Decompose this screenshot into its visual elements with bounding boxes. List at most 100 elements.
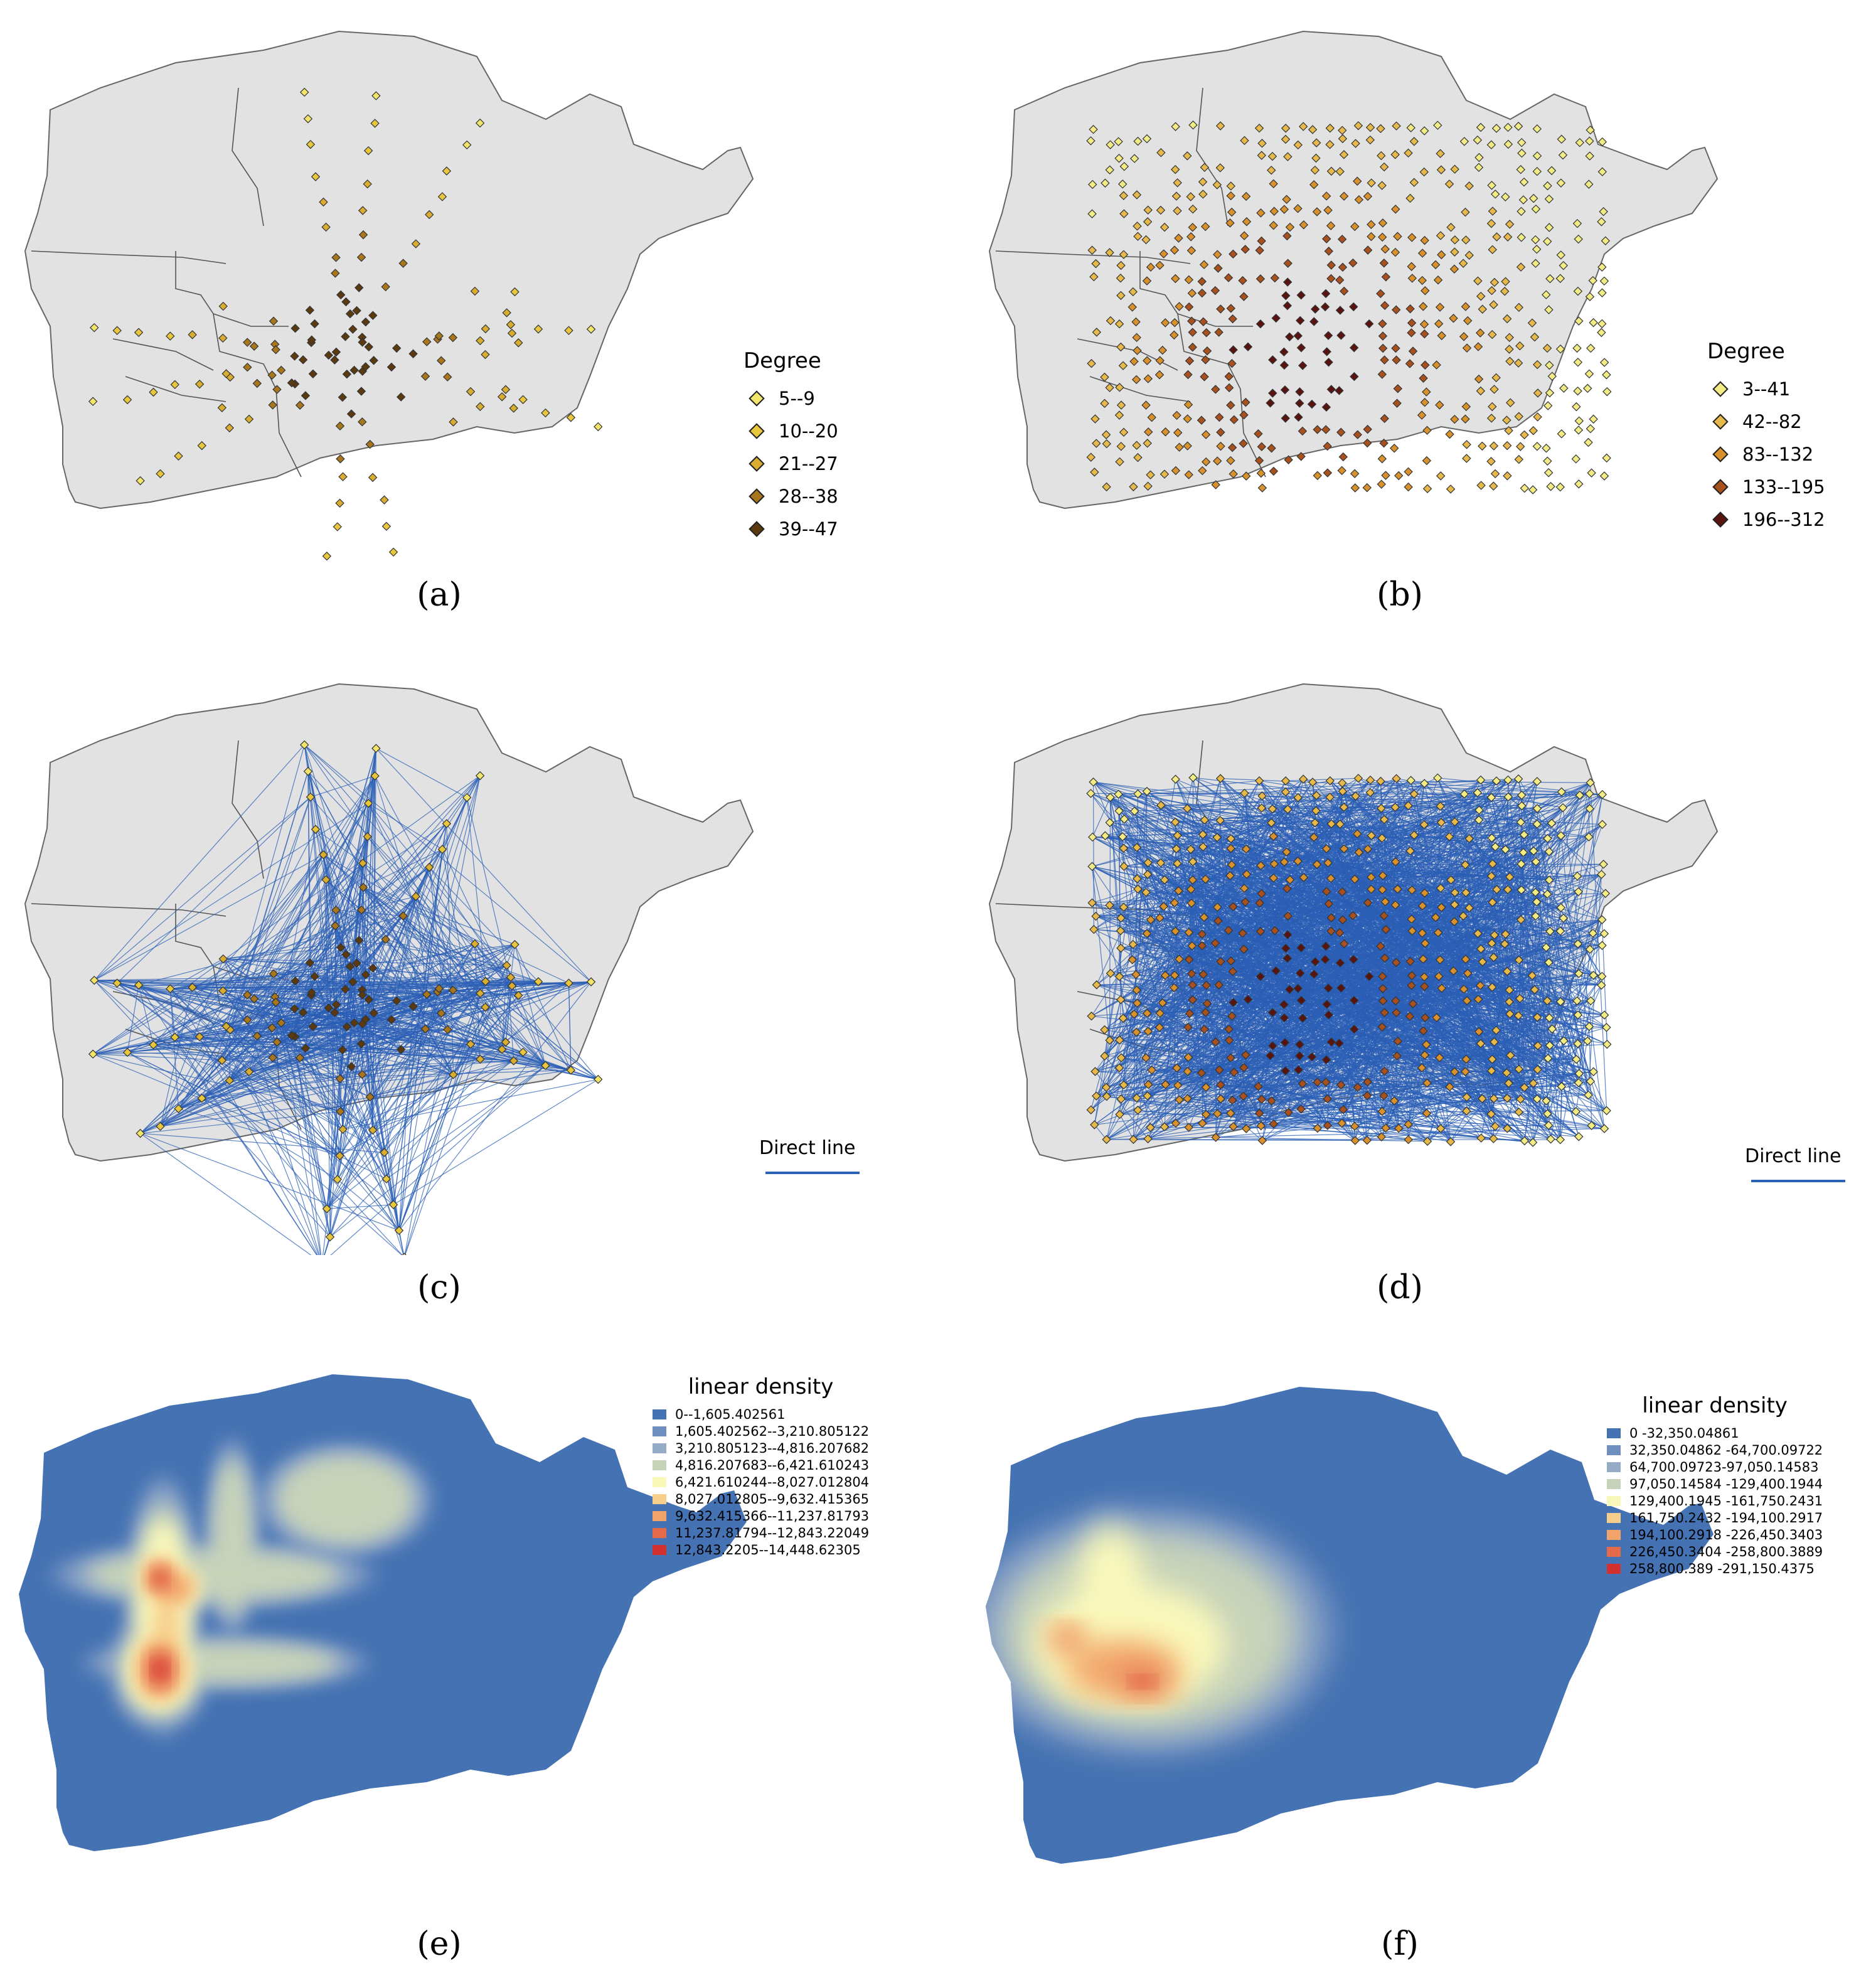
station-marker [1115,383,1124,392]
station-marker [1335,928,1345,938]
station-marker [1267,166,1276,175]
od-line [174,1037,471,1045]
station-marker [1378,319,1387,329]
od-line [1243,1096,1395,1101]
od-line [248,988,440,1072]
od-line [230,1029,319,1255]
od-line [1215,945,1602,1138]
station-marker [1473,995,1483,1004]
station-marker [1216,1080,1225,1090]
od-line [1179,958,1356,1141]
od-line [326,1023,363,1209]
station-marker [306,792,316,802]
station-marker [507,328,517,338]
od-line [1439,959,1590,1027]
station-marker [1363,424,1372,434]
station-marker [1436,801,1445,811]
station-marker [1404,467,1413,477]
station-marker [1532,777,1542,786]
station-marker [1323,468,1333,478]
od-line [1218,848,1327,921]
station-marker [1377,181,1387,190]
station-marker [1597,262,1607,272]
od-line [1449,863,1522,1088]
station-marker [1459,985,1469,994]
station-marker [1159,1122,1170,1131]
station-marker [509,403,518,413]
station-marker [335,1074,345,1084]
station-marker [1528,426,1538,436]
od-line [1440,1098,1508,1129]
station-marker [1087,209,1097,218]
station-marker [1239,944,1249,954]
station-marker [1573,358,1583,367]
station-marker [1601,889,1611,898]
legend-label: 133--195 [1742,476,1825,498]
od-line [334,1012,341,1079]
station-marker [1474,815,1484,825]
station-marker [1597,980,1606,990]
station-marker [1338,452,1348,462]
station-marker [1502,1068,1511,1077]
station-marker [1202,980,1211,990]
station-marker [1490,1037,1499,1047]
station-marker [1100,1025,1109,1035]
station-marker [1573,286,1583,296]
station-marker [1464,250,1474,260]
station-marker [1089,777,1098,787]
diamond-symbol [1712,414,1729,430]
od-line [1382,932,1439,1027]
station-marker [1227,207,1237,217]
station-marker [1501,277,1510,286]
od-line [1563,891,1579,919]
station-marker [1338,786,1348,796]
station-marker [1504,425,1513,436]
station-marker [449,1070,458,1079]
station-marker [1486,414,1496,423]
station-marker [1519,177,1529,187]
station-marker [1450,888,1460,897]
od-line [291,748,376,1036]
station-marker [1310,165,1320,175]
station-marker [1437,250,1446,260]
station-marker [1132,190,1142,200]
station-marker [1532,804,1542,813]
od-line [1122,836,1203,934]
station-marker [1100,1051,1109,1061]
od-line [1176,874,1602,1069]
od-line [354,1022,481,1060]
od-line [372,748,376,1130]
station-marker [1187,941,1197,951]
legend-label: Direct line [1745,1145,1842,1167]
station-marker [443,372,452,382]
station-marker [1268,1041,1277,1050]
od-line [325,879,331,1237]
station-marker [348,977,358,986]
od-line [326,1111,341,1209]
station-marker [1269,179,1278,189]
od-line [1343,919,1602,1110]
station-marker [270,992,280,1002]
station-marker [1532,897,1542,907]
station-marker [1186,845,1195,854]
station-marker [1378,871,1388,880]
station-marker [1238,275,1247,286]
station-marker [249,341,259,351]
station-marker [1197,288,1207,298]
station-marker [1309,317,1319,326]
caption-b: (b) [1377,576,1423,614]
od-line [223,947,341,959]
station-marker [356,1039,366,1049]
district-boundary [213,313,289,327]
station-marker [1187,316,1197,326]
od-line [1165,959,1180,1085]
od-line [1207,848,1327,1004]
station-marker [170,380,179,390]
station-marker [381,521,392,531]
station-marker [1436,1124,1446,1133]
station-marker [1224,371,1234,382]
station-marker [1379,438,1389,448]
diamond-symbol [1712,381,1729,397]
station-marker [1584,1090,1593,1100]
station-marker [1436,231,1446,240]
